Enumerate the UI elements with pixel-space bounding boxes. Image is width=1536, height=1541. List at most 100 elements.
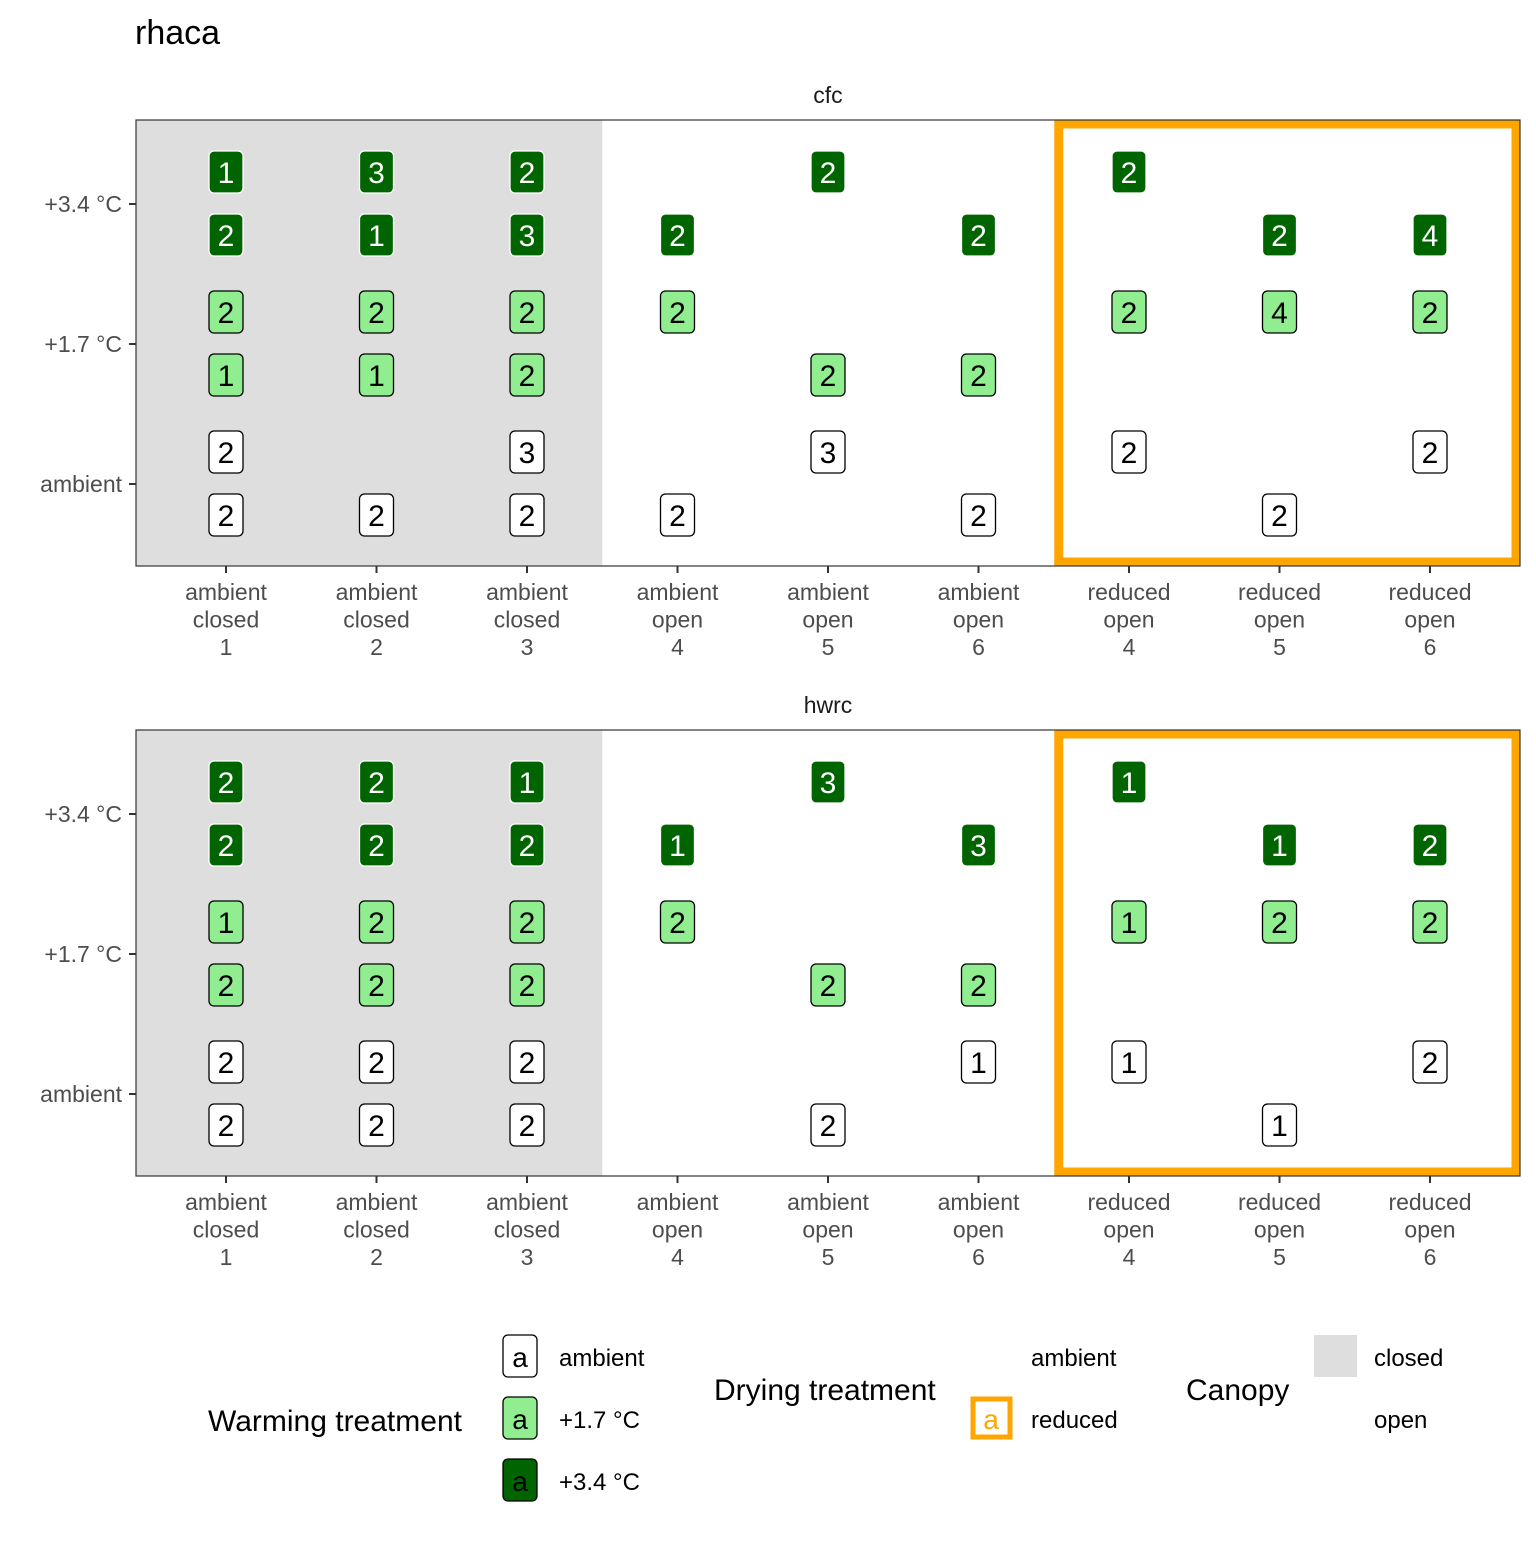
count-label: 2 [509, 1040, 545, 1084]
count-label: 2 [208, 430, 244, 474]
legend-title-drying: Drying treatment [714, 1374, 936, 1407]
count-label-box [208, 823, 244, 867]
x-tick-label: closed [343, 607, 409, 633]
x-tick-label: 6 [972, 1244, 985, 1270]
count-label-text: 2 [519, 830, 536, 863]
x-tick-label: open [802, 607, 853, 633]
drying-reduced-region [1054, 119, 1521, 567]
x-tick-label: open [1404, 1217, 1455, 1243]
count-label: 1 [509, 760, 545, 804]
legend-item-canopy: closed [1374, 1345, 1443, 1372]
count-label-text: 2 [1422, 437, 1439, 470]
count-label-box [659, 290, 696, 334]
count-label-box [1261, 290, 1298, 334]
count-label-text: 1 [218, 360, 235, 393]
count-label: 2 [1111, 150, 1147, 194]
count-label-text: 1 [1121, 767, 1138, 800]
count-label-text: 2 [1121, 297, 1138, 330]
count-label: 2 [1412, 1040, 1448, 1084]
count-label: 2 [509, 290, 545, 334]
count-label-text: 1 [1121, 907, 1138, 940]
count-label-text: 2 [519, 1110, 536, 1143]
legend-item-canopy: open [1374, 1407, 1427, 1434]
x-tick-label: open [652, 607, 703, 633]
count-label-text: 2 [368, 767, 385, 800]
x-tick-label: reduced [1087, 579, 1170, 605]
count-label: 2 [1412, 430, 1448, 474]
count-label-text: 2 [1121, 157, 1138, 190]
count-label-text: 2 [669, 220, 686, 253]
count-label-box [509, 430, 545, 474]
legend-key-drying [970, 1396, 1013, 1440]
x-tick-label: 4 [671, 1244, 684, 1270]
x-tick-label: ambient [787, 1189, 869, 1215]
count-label-box [358, 150, 395, 194]
x-tick-label: 6 [1424, 1244, 1437, 1270]
count-label: 2 [659, 900, 696, 944]
count-label: 2 [1111, 290, 1147, 334]
x-tick-label: open [953, 607, 1004, 633]
count-label-text: 2 [368, 500, 385, 533]
count-label: 2 [358, 1040, 395, 1084]
count-label-text: 2 [218, 1110, 235, 1143]
x-tick-label: ambient [787, 579, 869, 605]
legend: Warming treatment a ambient a +1.7 °C a +3.4 °… [208, 1334, 1443, 1502]
count-label: 1 [1111, 760, 1147, 804]
count-label: 1 [1261, 1103, 1298, 1147]
count-label-text: 3 [820, 767, 837, 800]
x-tick-label: ambient [486, 1189, 568, 1215]
x-tick-label: ambient [938, 579, 1020, 605]
count-label-text: 2 [368, 1110, 385, 1143]
count-label: 4 [1412, 213, 1448, 257]
count-label: 2 [358, 760, 395, 804]
x-tick-label: 5 [822, 1244, 835, 1270]
count-label: 2 [1412, 290, 1448, 334]
count-label-box [509, 213, 545, 257]
count-label-box [960, 493, 997, 537]
x-tick-label: ambient [637, 579, 719, 605]
count-label: 2 [509, 1103, 545, 1147]
count-label-box [208, 1103, 244, 1147]
count-label: 1 [358, 353, 395, 397]
count-label-box [1111, 900, 1147, 944]
count-label: 1 [358, 213, 395, 257]
count-label: 2 [1111, 430, 1147, 474]
legend-key-canopy [1314, 1335, 1357, 1377]
count-label-box [509, 963, 545, 1007]
x-tick-label: 4 [671, 634, 684, 660]
count-label-text: 2 [970, 500, 987, 533]
x-tick-label: closed [343, 1217, 409, 1243]
count-label-box [208, 213, 244, 257]
count-label-box [509, 493, 545, 537]
count-label-text: 2 [368, 907, 385, 940]
count-label: 2 [509, 493, 545, 537]
count-label: 2 [509, 353, 545, 397]
count-label-box [810, 760, 846, 804]
count-label-text: 2 [1422, 297, 1439, 330]
count-label-text: 2 [519, 297, 536, 330]
count-label-text: 2 [519, 970, 536, 1003]
count-label: 2 [810, 150, 846, 194]
count-label-box [659, 213, 696, 257]
count-label: 1 [208, 150, 244, 194]
count-label-text: 2 [970, 970, 987, 1003]
count-label-text: 2 [218, 830, 235, 863]
x-tick-label: reduced [1238, 579, 1321, 605]
x-tick-label: open [1103, 1217, 1154, 1243]
y-tick-label: +1.7 °C [44, 331, 122, 357]
panel-strip-label: cfc [813, 82, 842, 108]
count-label: 4 [1261, 290, 1298, 334]
x-tick-label: open [1103, 607, 1154, 633]
legend-key-glyph: a [512, 1466, 528, 1497]
count-label-box [208, 150, 244, 194]
count-label-box [509, 353, 545, 397]
count-label-text: 2 [820, 970, 837, 1003]
x-tick-label: closed [193, 607, 259, 633]
count-label-box [358, 290, 395, 334]
count-label-box [810, 430, 846, 474]
count-label: 2 [358, 493, 395, 537]
count-label: 2 [1261, 213, 1298, 257]
x-tick-label: ambient [637, 1189, 719, 1215]
x-tick-label: open [953, 1217, 1004, 1243]
